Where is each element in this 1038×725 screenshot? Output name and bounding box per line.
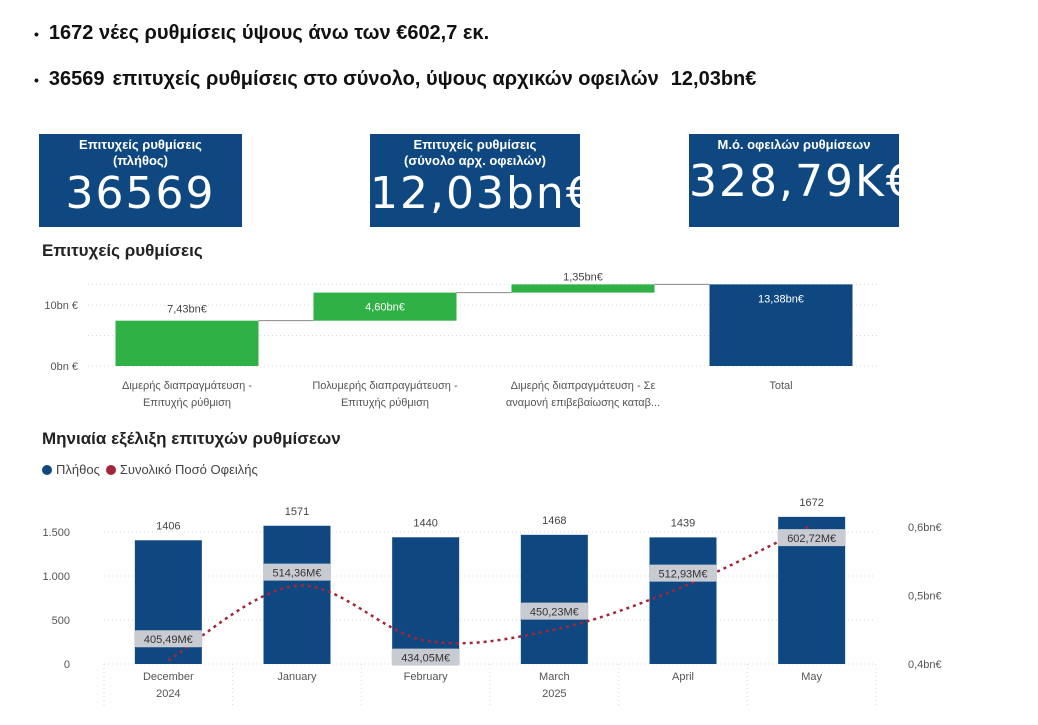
kpi-label: Μ.ό. οφειλών ρυθμίσεων [717, 137, 871, 152]
x-category-label: αναμονή επιβεβαίωσης καταβ... [506, 397, 660, 409]
bullet-total-settlements: • 36569 επιτυχείς ρυθμίσεις στο σύνολο, … [34, 68, 756, 91]
kpi-value: 328,79K€ [689, 156, 916, 207]
bullet-count: 36569 [48, 68, 105, 90]
legend-label: Πλήθος [56, 462, 100, 477]
waterfall-value-label: 1,35bn€ [563, 271, 603, 283]
x-category-label: Πολυμερής διαπραγμάτευση - [312, 380, 458, 392]
bullet-text-1: 1672 νέες ρυθμίσεις ύψους άνω των €602,7… [48, 22, 490, 44]
chart-legend[interactable]: Πλήθος Συνολικό Ποσό Οφειλής [42, 462, 264, 477]
kpi-value: 36569 [65, 168, 216, 219]
waterfall-bar[interactable] [115, 320, 259, 366]
kpi-label: Επιτυχείς ρυθμίσεις (σύνολο αρχ. οφειλών… [404, 137, 546, 168]
kpi-card-average-debt: Μ.ό. οφειλών ρυθμίσεων 328,79K€ [689, 134, 916, 227]
bullet-dot: • [34, 25, 39, 42]
bullet-new-settlements: • 1672 νέες ρυθμίσεις ύψους άνω των €602… [34, 22, 489, 45]
kpi-card-count: Επιτυχείς ρυθμίσεις (πλήθος) 36569 [39, 134, 242, 227]
waterfall-bar[interactable] [511, 284, 655, 293]
x-category-label: Διμερής διαπραγμάτευση - [122, 380, 252, 392]
kpi-label: Επιτυχείς ρυθμίσεις (πλήθος) [79, 137, 202, 168]
waterfall-value-label: 7,43bn€ [167, 304, 207, 316]
kpi-card-total-debt: Επιτυχείς ρυθμίσεις (σύνολο αρχ. οφειλών… [370, 134, 596, 227]
bullet-text-2: επιτυχείς ρυθμίσεις στο σύνολο, ύψους αρ… [112, 68, 659, 90]
x-category-label: Επιτυχής ρύθμιση [143, 397, 231, 409]
waterfall-value-label: 4,60bn€ [365, 302, 405, 314]
bullet-amount: 12,03bn€ [670, 68, 757, 90]
legend-marker-count [42, 464, 52, 475]
waterfall-value-label: 13,38bn€ [758, 293, 804, 305]
legend-item-count[interactable]: Πλήθος [42, 462, 100, 477]
legend-label: Συνολικό Ποσό Οφειλής [119, 462, 258, 477]
x-category-label: Total [769, 380, 792, 392]
monthly-chart-title: Μηνιαία εξέλιξη επιτυχών ρυθμίσεων [42, 429, 341, 448]
waterfall-chart-title: Επιτυχείς ρυθμίσεις [42, 241, 203, 260]
x-category-label: Επιτυχής ρύθμιση [341, 397, 429, 409]
kpi-value: 12,03bn€ [370, 168, 596, 219]
waterfall-bar-total[interactable] [709, 284, 853, 366]
bullet-dot: • [34, 71, 39, 88]
y-tick-label: 0bn € [50, 361, 78, 373]
legend-item-amount[interactable]: Συνολικό Ποσό Οφειλής [105, 462, 258, 477]
waterfall-bar[interactable] [313, 292, 457, 321]
y-tick-label: 10bn € [44, 300, 78, 312]
legend-marker-amount [105, 464, 116, 475]
x-category-label: Διμερής διαπραγμάτευση - Σε [511, 380, 656, 392]
